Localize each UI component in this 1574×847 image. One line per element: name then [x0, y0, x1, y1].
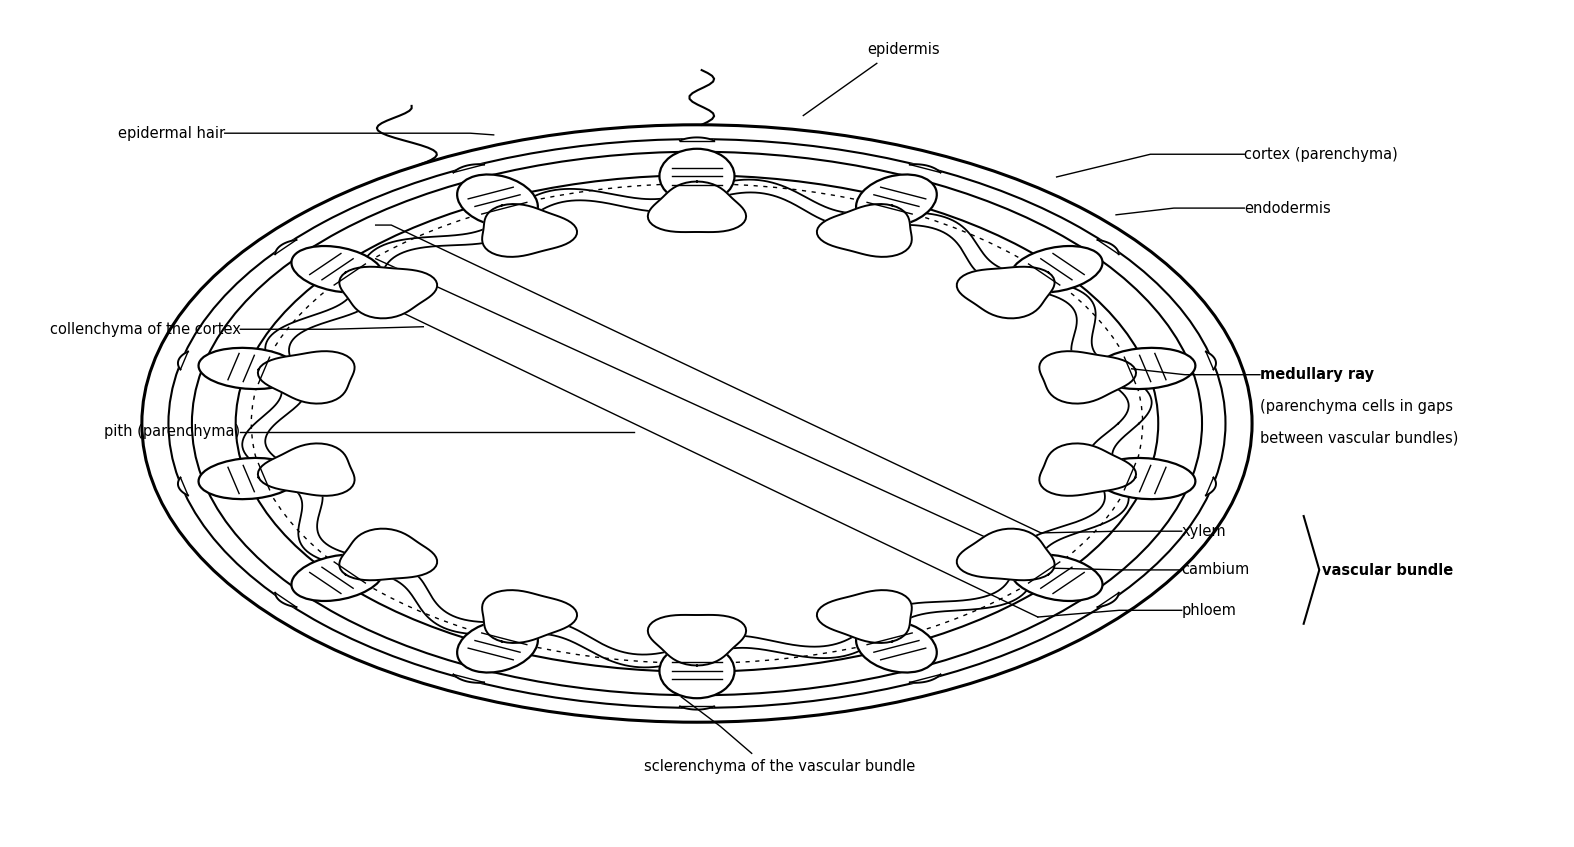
Polygon shape	[482, 204, 578, 257]
Polygon shape	[453, 674, 485, 683]
Text: epidermal hair: epidermal hair	[118, 125, 225, 141]
Polygon shape	[275, 240, 296, 254]
Text: sclerenchyma of the vascular bundle: sclerenchyma of the vascular bundle	[644, 759, 916, 774]
Ellipse shape	[291, 555, 384, 601]
Polygon shape	[910, 674, 941, 683]
Text: medullary ray: medullary ray	[1259, 368, 1374, 382]
Text: cortex (parenchyma): cortex (parenchyma)	[1243, 147, 1398, 162]
Ellipse shape	[1011, 246, 1102, 292]
Ellipse shape	[1096, 458, 1195, 499]
Polygon shape	[817, 204, 911, 257]
Ellipse shape	[660, 644, 735, 698]
Polygon shape	[680, 706, 715, 710]
Polygon shape	[258, 444, 354, 495]
Polygon shape	[178, 478, 187, 495]
Polygon shape	[1039, 444, 1136, 495]
Ellipse shape	[198, 458, 299, 499]
Text: xylem: xylem	[1182, 523, 1226, 539]
Polygon shape	[482, 590, 578, 643]
Polygon shape	[1097, 593, 1119, 607]
Polygon shape	[1206, 352, 1217, 369]
Ellipse shape	[456, 174, 538, 227]
Polygon shape	[1097, 240, 1119, 254]
Text: collenchyma of the cortex: collenchyma of the cortex	[49, 322, 241, 337]
Polygon shape	[680, 137, 715, 141]
Ellipse shape	[660, 149, 735, 203]
Polygon shape	[453, 164, 485, 173]
Text: phloem: phloem	[1182, 603, 1237, 617]
Polygon shape	[1206, 478, 1217, 495]
Polygon shape	[817, 590, 911, 643]
Ellipse shape	[1096, 348, 1195, 389]
Ellipse shape	[291, 246, 384, 292]
Text: vascular bundle: vascular bundle	[1322, 563, 1454, 579]
Ellipse shape	[856, 620, 937, 673]
Text: epidermis: epidermis	[867, 42, 940, 57]
Polygon shape	[910, 164, 941, 173]
Text: pith (parenchyma): pith (parenchyma)	[104, 424, 241, 440]
Polygon shape	[340, 267, 438, 318]
Ellipse shape	[856, 174, 937, 227]
Text: cambium: cambium	[1182, 562, 1250, 578]
Ellipse shape	[456, 620, 538, 673]
Polygon shape	[648, 615, 746, 666]
Text: endodermis: endodermis	[1243, 201, 1332, 216]
Polygon shape	[275, 593, 296, 607]
Polygon shape	[1039, 352, 1136, 403]
Polygon shape	[648, 181, 746, 232]
Ellipse shape	[1011, 555, 1102, 601]
Polygon shape	[340, 529, 438, 580]
Polygon shape	[957, 267, 1055, 318]
Polygon shape	[258, 352, 354, 403]
Ellipse shape	[198, 348, 299, 389]
Text: (parenchyma cells in gaps: (parenchyma cells in gaps	[1259, 399, 1453, 414]
Text: between vascular bundles): between vascular bundles)	[1259, 430, 1458, 446]
Polygon shape	[957, 529, 1055, 580]
Polygon shape	[178, 352, 187, 369]
